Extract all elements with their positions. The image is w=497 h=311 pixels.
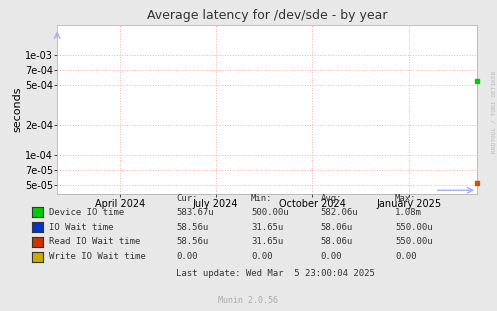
Text: 0.00: 0.00 [395,253,416,261]
Text: Last update: Wed Mar  5 23:00:04 2025: Last update: Wed Mar 5 23:00:04 2025 [176,269,375,278]
Text: 550.00u: 550.00u [395,238,433,246]
Text: Avg:: Avg: [321,193,342,202]
Text: RRDTOOL / TOBI OETIKER: RRDTOOL / TOBI OETIKER [491,71,496,153]
Text: 550.00u: 550.00u [395,223,433,231]
Text: 0.00: 0.00 [251,253,272,261]
Text: 58.56u: 58.56u [176,238,209,246]
Text: 0.00: 0.00 [176,253,198,261]
Text: 582.06u: 582.06u [321,208,358,217]
Text: 58.56u: 58.56u [176,223,209,231]
Text: Munin 2.0.56: Munin 2.0.56 [219,296,278,305]
Text: Max:: Max: [395,193,416,202]
Text: IO Wait time: IO Wait time [49,223,113,231]
Text: Read IO Wait time: Read IO Wait time [49,238,140,246]
Text: 500.00u: 500.00u [251,208,289,217]
Text: 58.06u: 58.06u [321,223,353,231]
Title: Average latency for /dev/sde - by year: Average latency for /dev/sde - by year [147,9,387,22]
Text: Cur:: Cur: [176,193,198,202]
Text: 31.65u: 31.65u [251,223,283,231]
Text: 1.08m: 1.08m [395,208,422,217]
Text: Write IO Wait time: Write IO Wait time [49,253,146,261]
Text: Min:: Min: [251,193,272,202]
Text: Device IO time: Device IO time [49,208,124,217]
Text: 31.65u: 31.65u [251,238,283,246]
Text: 583.67u: 583.67u [176,208,214,217]
Y-axis label: seconds: seconds [12,87,22,132]
Text: 0.00: 0.00 [321,253,342,261]
Text: 58.06u: 58.06u [321,238,353,246]
